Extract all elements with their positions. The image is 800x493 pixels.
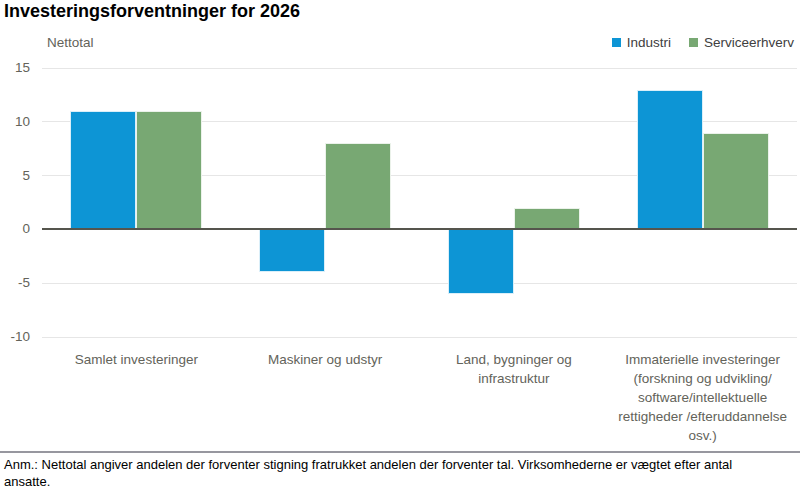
bar-industri-3: [637, 90, 703, 230]
plot-area: 15 10 5 0 -5 -10Samlet investeringerMaskiner …: [0, 0, 800, 493]
bar-serviceerhverv-0: [136, 111, 202, 229]
zero-axis-line: [42, 228, 797, 230]
gridline: [42, 68, 797, 69]
bar-industri-2: [448, 229, 514, 294]
gridline: [42, 283, 797, 284]
y-tick-label: 0: [0, 221, 30, 237]
y-tick-label: -10: [0, 329, 30, 345]
bar-serviceerhverv-2: [514, 208, 580, 230]
y-tick-label: -5: [0, 275, 30, 291]
y-tick-label: 15: [0, 60, 30, 76]
footnote: Anm.: Nettotal angiver andelen der forve…: [4, 456, 752, 490]
y-tick-label: 10: [0, 114, 30, 130]
y-tick-label: 5: [0, 168, 30, 184]
gridline: [42, 337, 797, 338]
x-category-label-2: Land, bygninger og infrastruktur: [409, 350, 619, 388]
x-category-label-1: Maskiner og udstyr: [220, 350, 430, 369]
bar-serviceerhverv-1: [325, 143, 391, 229]
chart-frame: Investeringsforventninger for 2026 Netto…: [0, 0, 800, 493]
bar-industri-1: [259, 229, 325, 272]
x-category-label-0: Samlet investeringer: [31, 350, 241, 369]
bar-industri-0: [70, 111, 136, 229]
x-category-label-3: Immaterielle investeringer (forskning og…: [598, 350, 800, 445]
bar-serviceerhverv-3: [703, 133, 769, 230]
footer-divider: [0, 451, 800, 453]
